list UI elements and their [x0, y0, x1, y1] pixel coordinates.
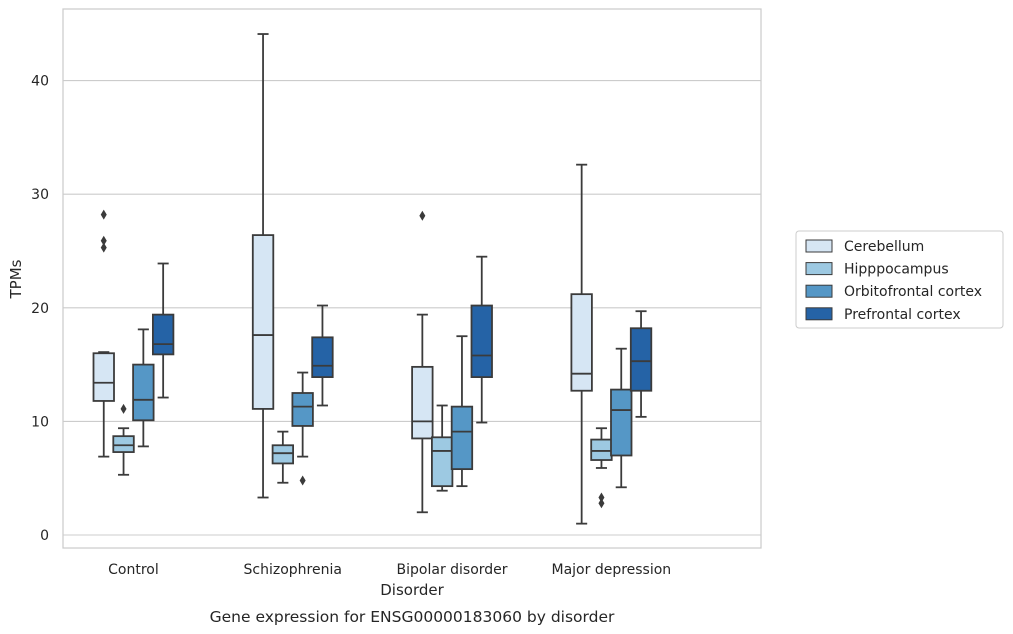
outlier-point — [598, 492, 605, 503]
legend-label: Prefrontal cortex — [844, 307, 961, 323]
legend-label: Cerebellum — [844, 239, 924, 255]
y-tick-label: 30 — [31, 187, 49, 203]
legend: Cerebellum Hipppocampus Orbitofrontal cort… — [795, 230, 1004, 329]
box-prefrontal-cortex-2 — [470, 255, 493, 424]
box-iqr — [610, 388, 633, 457]
y-tick-label: 10 — [31, 414, 49, 430]
x-tick-labels: Control Schizophrenia Bipolar disorder Majo… — [108, 562, 671, 578]
x-tick-label: Major depression — [552, 562, 672, 578]
legend-swatch — [805, 284, 833, 298]
box-orbitofrontal-cortex-3 — [610, 347, 633, 489]
x-tick-label: Schizophrenia — [244, 562, 342, 578]
box-hipppocampus-0 — [112, 403, 135, 476]
plot-frame — [62, 8, 762, 549]
y-tick-labels: 0 10 20 30 40 — [31, 74, 49, 544]
box-orbitofrontal-cortex-1 — [291, 371, 314, 486]
box-prefrontal-cortex-1 — [311, 304, 334, 407]
y-tick-label: 20 — [31, 301, 49, 317]
y-tick-label: 40 — [31, 74, 49, 90]
x-axis-label: Disorder — [380, 581, 444, 599]
box-iqr — [112, 435, 135, 453]
box-iqr — [570, 293, 593, 392]
box-iqr — [251, 234, 275, 410]
box-iqr — [590, 438, 613, 461]
box-cerebellum-2 — [411, 210, 434, 514]
box-iqr — [151, 313, 175, 356]
box-series — [92, 33, 653, 525]
legend-label: Orbitofrontal cortex — [844, 284, 982, 300]
box-iqr — [470, 304, 493, 378]
legend-frame — [795, 230, 1004, 329]
y-gridlines — [63, 80, 761, 536]
chart-caption: Gene expression for ENSG00000183060 by d… — [210, 608, 615, 626]
legend-swatch — [805, 239, 833, 253]
box-orbitofrontal-cortex-0 — [132, 328, 155, 448]
box-iqr — [450, 405, 474, 471]
box-cerebellum-1 — [251, 33, 275, 499]
box-cerebellum-3 — [570, 163, 593, 525]
box-hipppocampus-1 — [271, 430, 295, 484]
outlier-point — [120, 403, 127, 414]
outlier-point — [598, 498, 605, 509]
legend-swatch — [805, 307, 833, 321]
box-iqr — [411, 365, 434, 440]
box-iqr — [132, 363, 155, 422]
box-hipppocampus-3 — [590, 427, 613, 509]
box-iqr — [629, 327, 653, 392]
box-iqr — [291, 392, 314, 427]
outlier-point — [100, 235, 107, 246]
box-prefrontal-cortex-0 — [151, 262, 175, 399]
outlier-point — [100, 209, 107, 220]
box-cerebellum-0 — [92, 209, 115, 458]
box-hipppocampus-2 — [430, 404, 454, 492]
box-iqr — [430, 436, 454, 488]
outlier-point — [419, 210, 426, 221]
x-tick-label: Control — [108, 562, 159, 578]
x-tick-label: Bipolar disorder — [397, 562, 508, 578]
legend-swatch — [805, 262, 833, 276]
legend-label: Hipppocampus — [844, 262, 949, 278]
box-iqr — [311, 336, 334, 378]
box-prefrontal-cortex-3 — [629, 310, 653, 418]
y-tick-label: 0 — [40, 528, 49, 544]
outlier-point — [299, 475, 306, 486]
box-iqr — [92, 352, 115, 402]
y-axis-label: TPMs — [7, 259, 25, 299]
outlier-point — [100, 242, 107, 253]
box-iqr — [271, 444, 295, 465]
box-orbitofrontal-cortex-2 — [450, 335, 474, 488]
